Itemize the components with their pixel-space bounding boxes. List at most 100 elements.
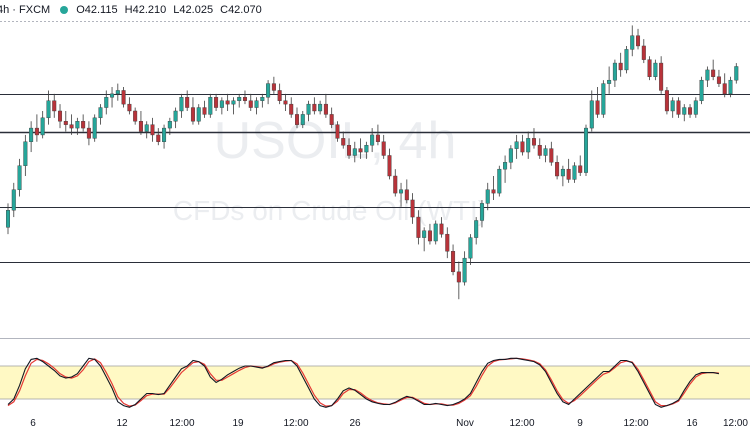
candle-body-down [127,103,132,112]
candle-body-up [254,100,259,108]
candle [393,169,398,197]
candle-body-up [474,220,479,238]
candle [612,59,617,88]
high-value: H42.210 [124,4,167,16]
candle [468,234,473,265]
candle [618,52,623,77]
candle-body-up [468,237,473,259]
candle-body-down [537,144,542,156]
candle-body-up [98,107,103,119]
candle-body-down [618,62,623,71]
candle [451,244,456,276]
candle-body-down [659,62,664,91]
candle [728,76,733,98]
candle-body-down [456,271,461,283]
stochastic-k-line[interactable] [7,357,720,408]
candle [40,110,45,139]
symbol-label[interactable]: 4h · FXCM [0,4,51,16]
candle-body-up [607,79,612,84]
candle-body-up [584,127,589,173]
candle [115,83,120,101]
candle-body-up [589,100,594,129]
candle-body-down [185,97,190,108]
candle [433,220,438,245]
candle-body-up [670,100,675,112]
x-tick-label: Nov [456,418,474,429]
candle-body-up [601,83,606,115]
candle [445,227,450,259]
candle-body-up [514,141,519,149]
candle-body-up [29,127,34,142]
candle-body-down [86,127,91,139]
candle [81,114,86,132]
candle [121,87,126,108]
candle-body-up [196,107,201,122]
candle [98,104,103,125]
candle-body-down [341,138,346,146]
candle-body-down [63,121,68,125]
candle-body-down [451,251,456,273]
candle [370,128,375,153]
candle [63,110,68,132]
x-tick-label: 12:00 [509,418,534,429]
candle-body-up [167,121,172,129]
candle-body-down [58,110,63,122]
candle-body-up [17,165,22,190]
candle-body-up [422,230,427,238]
candle-body-up [40,117,45,136]
candle [271,76,276,94]
candle-body-up [508,148,513,163]
candle [531,128,536,149]
candle [225,93,230,111]
candle [410,193,415,224]
candle [144,121,149,139]
candle [387,148,392,180]
x-tick-label: 12:00 [723,418,748,429]
candle-body-up [682,107,687,115]
candle [92,114,97,142]
candle [716,69,721,88]
candle [589,90,594,132]
candle [427,223,432,245]
candle [479,199,484,228]
candle [237,93,242,108]
candle [555,155,560,180]
x-tick-label: 12:00 [169,418,194,429]
candle-body-up [104,97,109,108]
candle [543,145,548,163]
candle-body-up [110,93,115,98]
candle-body-down [323,103,328,115]
candle-body-down [381,141,386,156]
candle-body-down [133,110,138,122]
stochastic-band [0,366,750,399]
low-value: L42.025 [173,4,214,16]
candle-body-down [277,90,282,101]
candle [653,59,658,81]
candle [584,124,589,176]
candle-body-up [162,127,167,142]
candle-body-down [121,90,126,105]
candle-body-down [156,134,161,142]
candle [688,104,693,118]
stochastic-d-line[interactable] [7,357,719,407]
candle-body-up [5,210,10,228]
candle-body-up [705,69,710,81]
x-tick-label: 12 [116,418,128,429]
candle-body-up [699,79,704,101]
candle-body-up [462,257,467,283]
candle-body-down [647,59,652,77]
candle [682,104,687,122]
candle [734,63,739,84]
candle-body-up [75,121,80,129]
candle-body-down [410,199,415,218]
candle [711,59,716,81]
candle [52,93,57,118]
candle [196,104,201,125]
candle [578,155,583,176]
candle-body-down [531,138,536,146]
candle [595,87,600,118]
candle-body-down [69,124,74,129]
candle [358,138,363,159]
